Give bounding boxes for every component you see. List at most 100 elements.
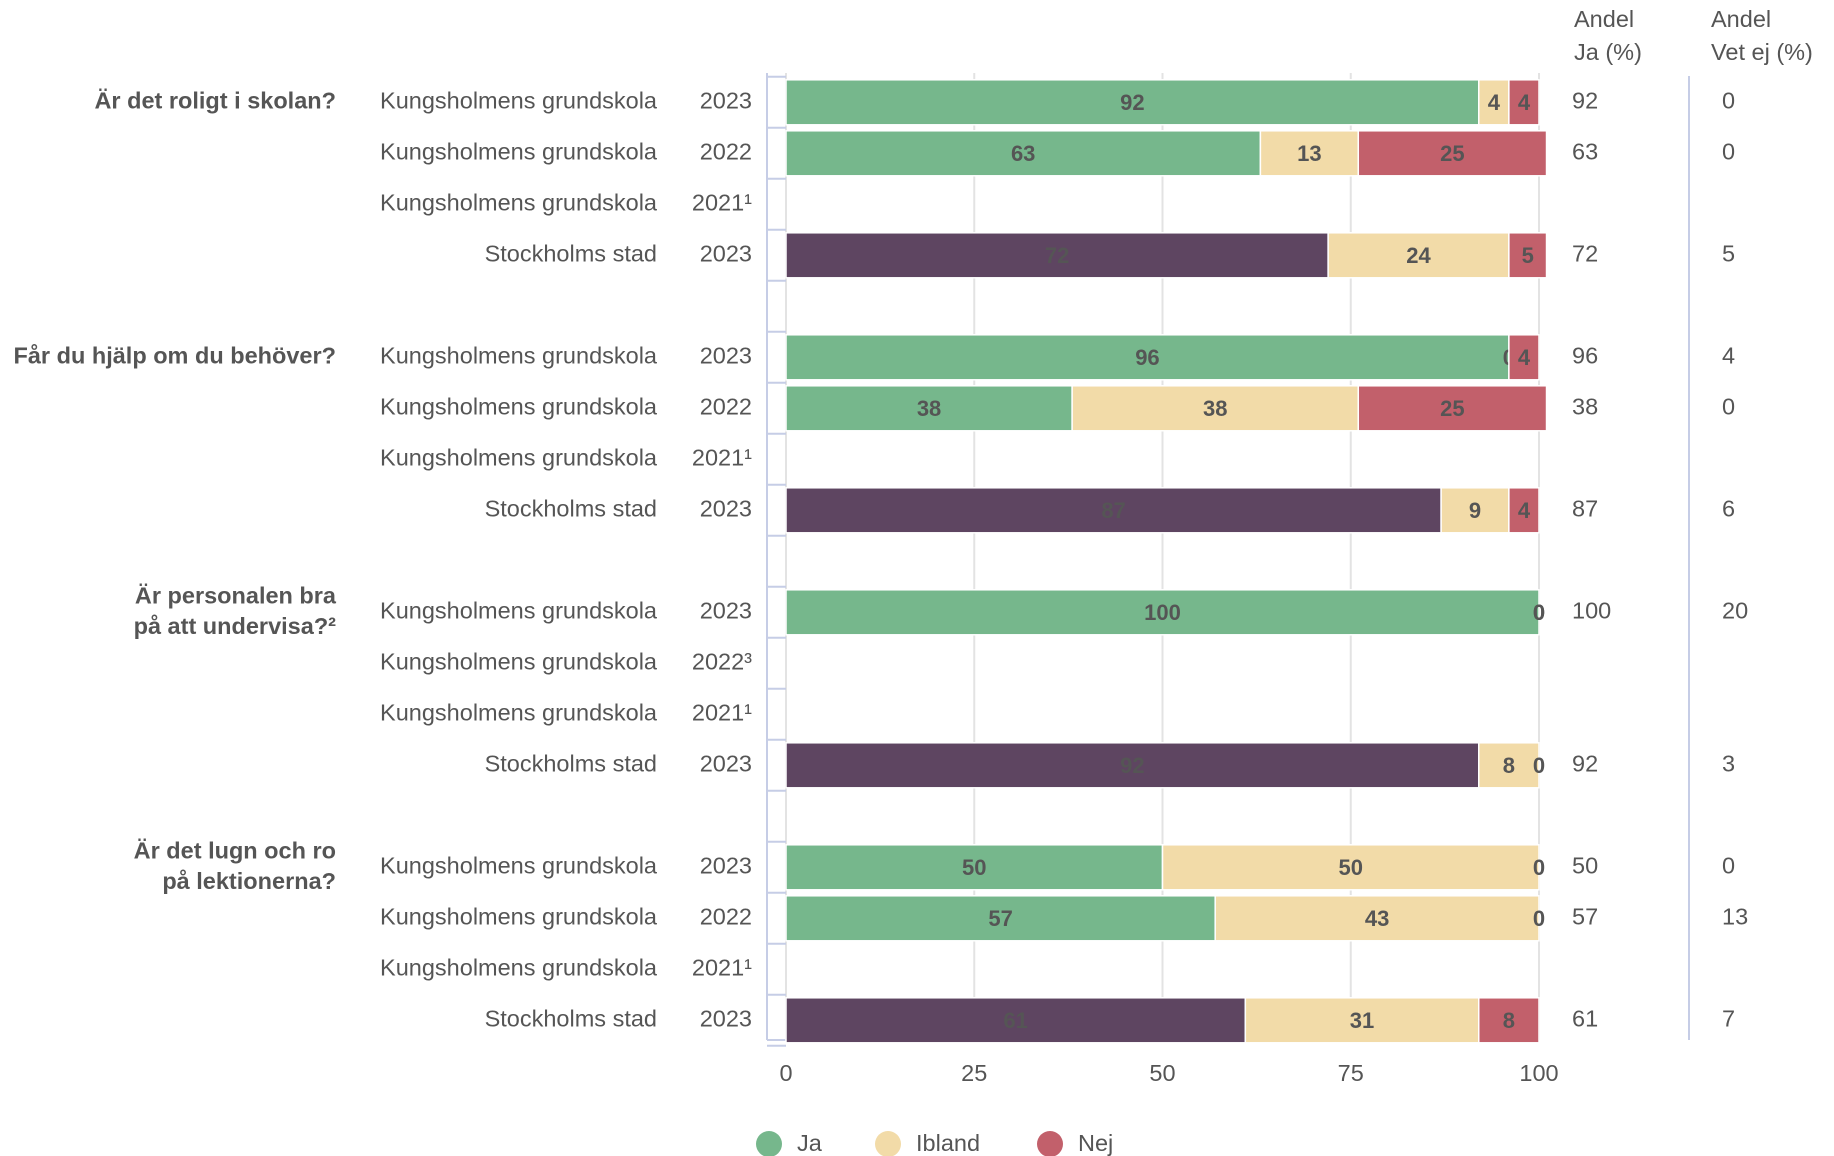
year-label: 2023 (700, 751, 752, 777)
year-label: 2023 (700, 241, 752, 267)
x-tick-label: 75 (1338, 1060, 1364, 1086)
entity-label: Stockholms stad (485, 241, 657, 267)
bar-segment (1357, 385, 1548, 432)
value-label: 4 (1488, 90, 1501, 115)
bar-segment (785, 589, 1540, 636)
bar-segment (1508, 334, 1540, 381)
bar-segment (785, 742, 1480, 789)
value-label: 4 (1518, 345, 1531, 370)
legend-label: Ibland (916, 1130, 980, 1156)
andel-vet-ej: 0 (1722, 88, 1735, 114)
year-label: 2021¹ (692, 445, 752, 471)
value-label: 31 (1350, 1008, 1374, 1033)
year-label: 2023 (700, 598, 752, 624)
bar-segment (785, 130, 1262, 177)
value-label: 38 (1203, 396, 1227, 421)
question-label: Är det roligt i skolan? (94, 88, 336, 114)
andel-vet-ej: 0 (1722, 853, 1735, 879)
value-label: 63 (1011, 141, 1035, 166)
year-label: 2023 (700, 1006, 752, 1032)
bar-segment (1478, 79, 1510, 126)
andel-ja: 92 (1572, 88, 1598, 114)
value-label: 61 (1003, 1008, 1027, 1033)
value-label: 25 (1440, 396, 1464, 421)
column-header: Vet ej (%) (1711, 39, 1813, 65)
entity-label: Kungsholmens grundskola (380, 88, 658, 114)
bar-segment (1357, 130, 1548, 177)
bar-segment (1214, 895, 1540, 942)
year-label: 2022³ (692, 649, 752, 675)
x-tick-label: 100 (1519, 1060, 1558, 1086)
legend-label: Nej (1078, 1130, 1113, 1156)
value-label: 72 (1045, 243, 1069, 268)
andel-ja: 87 (1572, 496, 1598, 522)
value-label: 4 (1518, 498, 1531, 523)
andel-vet-ej: 4 (1722, 343, 1735, 369)
year-label: 2023 (700, 496, 752, 522)
andel-ja: 100 (1572, 598, 1611, 624)
value-label: 50 (1339, 855, 1363, 880)
bar-segment (1478, 742, 1540, 789)
x-tick-label: 25 (961, 1060, 987, 1086)
andel-vet-ej: 13 (1722, 904, 1748, 930)
year-label: 2021¹ (692, 190, 752, 216)
bar-segment (1327, 232, 1510, 279)
entity-label: Kungsholmens grundskola (380, 904, 658, 930)
bar-segment (785, 997, 1247, 1044)
entity-label: Kungsholmens grundskola (380, 139, 658, 165)
year-label: 2022 (700, 139, 752, 165)
question-label: Är det lugn och ro (134, 837, 336, 863)
entity-label: Kungsholmens grundskola (380, 445, 658, 471)
bar-segment (1161, 844, 1540, 891)
andel-ja: 61 (1572, 1006, 1598, 1032)
value-label: 57 (988, 906, 1012, 931)
entity-label: Kungsholmens grundskola (380, 649, 658, 675)
year-label: 2021¹ (692, 955, 752, 981)
entity-label: Kungsholmens grundskola (380, 598, 658, 624)
andel-ja: 72 (1572, 241, 1598, 267)
value-label: 92 (1120, 90, 1144, 115)
value-label: 0 (1533, 753, 1545, 778)
value-label: 25 (1440, 141, 1464, 166)
entity-label: Kungsholmens grundskola (380, 700, 658, 726)
legend-marker (756, 1131, 782, 1156)
value-label: 9 (1469, 498, 1481, 523)
question-label: Får du hjälp om du behöver? (14, 343, 337, 369)
andel-ja: 63 (1572, 139, 1598, 165)
andel-ja: 57 (1572, 904, 1598, 930)
entity-label: Kungsholmens grundskola (380, 853, 658, 879)
entity-label: Stockholms stad (485, 751, 657, 777)
bar-segment (1071, 385, 1360, 432)
question-label: på lektionerna? (162, 868, 336, 894)
value-label: 0 (1533, 855, 1545, 880)
column-header: Andel (1574, 6, 1634, 32)
entity-label: Kungsholmens grundskola (380, 394, 658, 420)
andel-ja: 50 (1572, 853, 1598, 879)
value-label: 5 (1522, 243, 1534, 268)
bar-segment (1508, 232, 1548, 279)
bar-segment (1259, 130, 1360, 177)
andel-ja: 96 (1572, 343, 1598, 369)
value-label: 8 (1503, 1008, 1515, 1033)
value-label: 96 (1135, 345, 1159, 370)
value-label: 24 (1406, 243, 1431, 268)
value-label: 100 (1144, 600, 1181, 625)
value-label: 0 (1533, 600, 1545, 625)
value-label: 4 (1518, 90, 1531, 115)
bar-segment (785, 895, 1216, 942)
andel-vet-ej: 7 (1722, 1006, 1735, 1032)
legend-marker (1037, 1131, 1063, 1156)
bar-segment (1508, 487, 1540, 534)
x-tick-label: 50 (1149, 1060, 1175, 1086)
andel-vet-ej: 20 (1722, 598, 1748, 624)
andel-vet-ej: 0 (1722, 139, 1735, 165)
bar-segment (1508, 79, 1540, 126)
value-label: 43 (1365, 906, 1389, 931)
bar-segment (785, 385, 1073, 432)
year-label: 2022 (700, 904, 752, 930)
entity-label: Stockholms stad (485, 1006, 657, 1032)
bar-segment (785, 334, 1510, 381)
question-label: på att undervisa?² (134, 613, 337, 639)
value-label: 87 (1101, 498, 1125, 523)
